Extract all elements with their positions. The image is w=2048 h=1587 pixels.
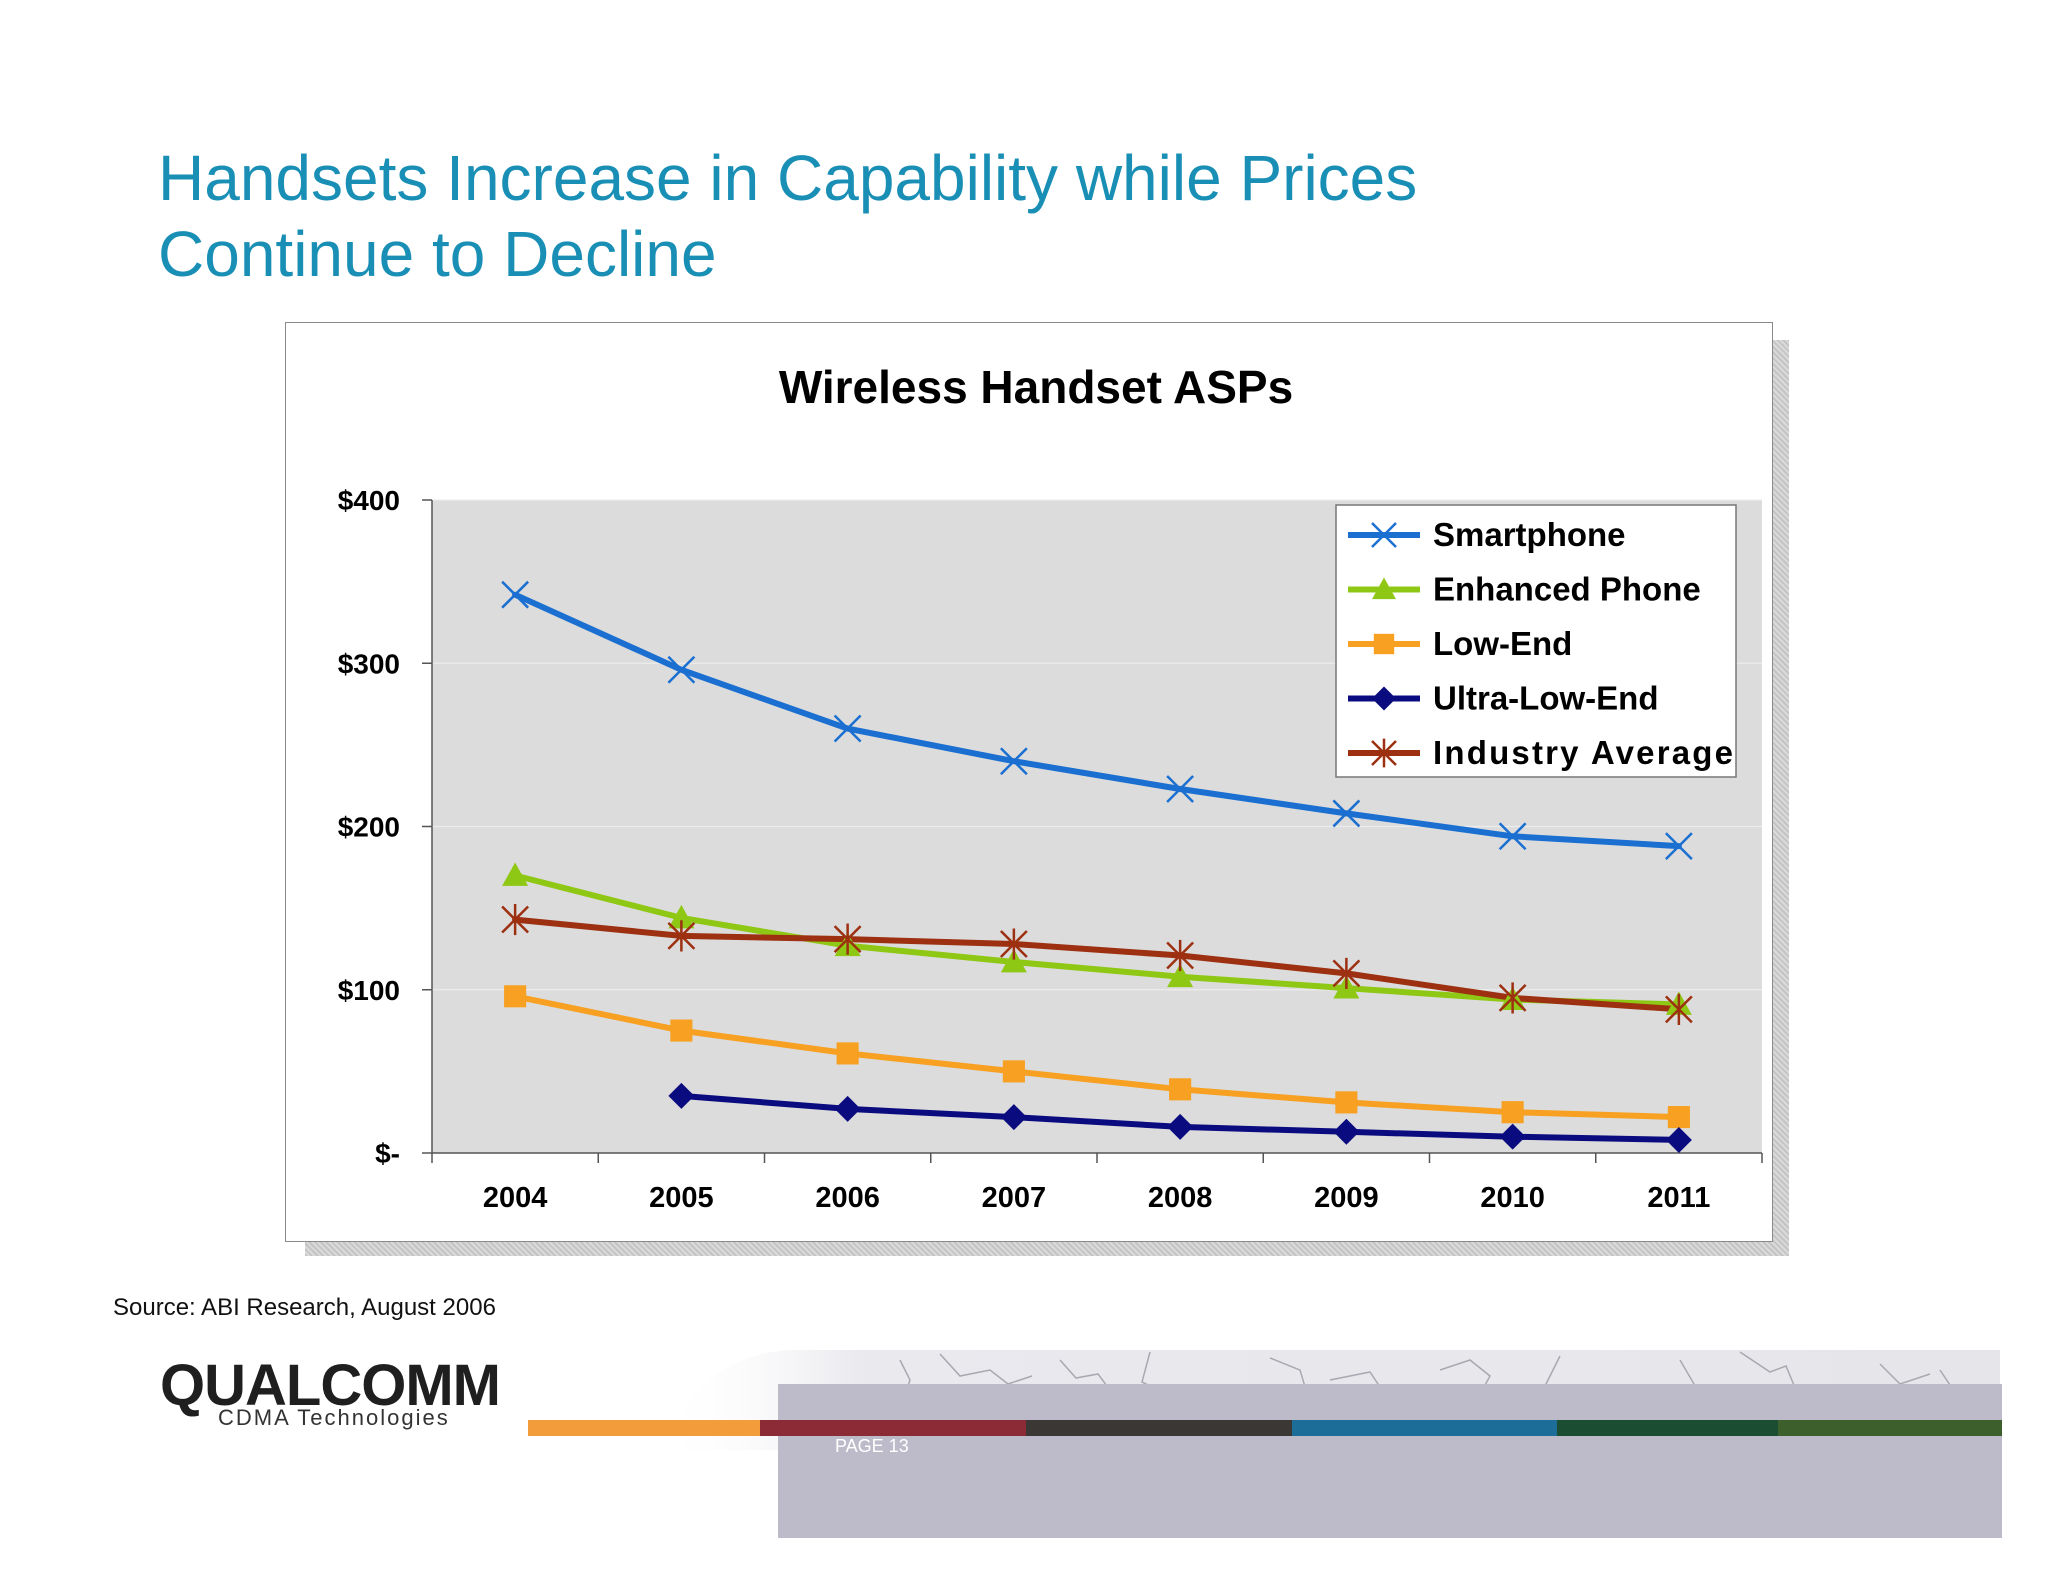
data-point — [1332, 957, 1361, 990]
footer-gray-band — [778, 1384, 2002, 1538]
data-point — [1000, 948, 1027, 973]
x-tick-label: 2009 — [1314, 1182, 1379, 1214]
data-point — [1498, 822, 1527, 851]
data-point — [1166, 939, 1195, 972]
data-point — [667, 920, 696, 952]
legend-label: Industry Average — [1433, 734, 1733, 771]
y-tick-label: $300 — [338, 648, 400, 679]
data-point — [1498, 982, 1527, 1014]
x-tick-label: 2005 — [649, 1182, 714, 1214]
source-note: Source: ABI Research, August 2006 — [113, 1294, 496, 1321]
data-point — [1000, 1104, 1027, 1131]
logo-subtitle: CDMA Technologies — [218, 1405, 450, 1430]
data-point — [1167, 963, 1194, 988]
series-line — [512, 872, 1682, 1008]
data-point — [836, 1042, 859, 1065]
x-tick-label: 2010 — [1480, 1182, 1545, 1214]
series-line — [512, 916, 1682, 1013]
line-chart: Wireless Handset ASPs $- $100 $200 $300 $400 2… — [338, 361, 1763, 1214]
data-point — [1665, 1126, 1692, 1153]
data-point — [667, 655, 696, 684]
data-point — [833, 714, 862, 743]
data-point — [833, 923, 862, 955]
data-point — [999, 928, 1028, 960]
data-point — [1372, 577, 1396, 600]
legend-label: Enhanced Phone — [1433, 571, 1701, 608]
data-point — [1002, 1060, 1025, 1083]
data-point — [1166, 775, 1195, 803]
data-point — [1372, 686, 1396, 711]
page-number: PAGE 13 — [835, 1436, 909, 1456]
data-point — [1335, 1091, 1358, 1114]
legend-label: Ultra-Low-End — [1433, 680, 1658, 717]
x-tick-label: 2007 — [982, 1182, 1047, 1214]
x-tick-label: 2004 — [483, 1182, 548, 1214]
data-point — [1373, 633, 1395, 655]
data-point — [834, 1095, 861, 1122]
legend-label: Low-End — [1433, 625, 1572, 662]
data-point — [1499, 1123, 1526, 1150]
footer-art — [528, 1350, 2002, 1538]
data-point — [668, 904, 695, 929]
data-point — [668, 1082, 695, 1109]
x-tick-label: 2008 — [1148, 1182, 1213, 1214]
chart-title: Wireless Handset ASPs — [779, 361, 1293, 413]
x-tick-label: 2011 — [1647, 1182, 1710, 1214]
legend-label: Smartphone — [1433, 516, 1626, 553]
data-point — [1501, 1101, 1524, 1124]
y-tick-label: $200 — [338, 812, 400, 843]
x-tick-label: 2006 — [815, 1182, 880, 1214]
chart-frame: Wireless Handset ASPs $- $100 $200 $300 $400 2… — [285, 322, 1773, 1242]
data-point — [501, 903, 530, 936]
data-point — [504, 985, 527, 1008]
series-line — [512, 591, 1682, 850]
slide-title: Handsets Increase in Capability while Pr… — [158, 140, 1658, 292]
footer-color-bar — [528, 1420, 2002, 1436]
y-tick-label: $- — [375, 1138, 400, 1169]
slide-title-line-1: Handsets Increase in Capability while Pr… — [158, 142, 1418, 214]
data-point — [1371, 738, 1397, 768]
data-point — [502, 862, 529, 886]
y-tick-label: $400 — [338, 485, 400, 516]
slide-title-line-2: Continue to Decline — [158, 218, 717, 290]
data-point — [1664, 832, 1693, 860]
qualcomm-logo: QUALCOMM — [160, 1353, 501, 1418]
data-point — [999, 747, 1028, 776]
y-tick-label: $100 — [338, 975, 400, 1006]
footer — [0, 1350, 2048, 1582]
data-point — [1371, 522, 1397, 548]
data-point — [1333, 1118, 1360, 1145]
data-point — [1169, 1078, 1192, 1101]
data-point — [1167, 1113, 1194, 1140]
data-point — [501, 580, 530, 609]
data-point — [670, 1019, 693, 1042]
series-line — [512, 993, 1682, 1121]
data-point — [1667, 1106, 1690, 1129]
data-point — [1664, 993, 1693, 1025]
data-point — [1332, 799, 1361, 828]
